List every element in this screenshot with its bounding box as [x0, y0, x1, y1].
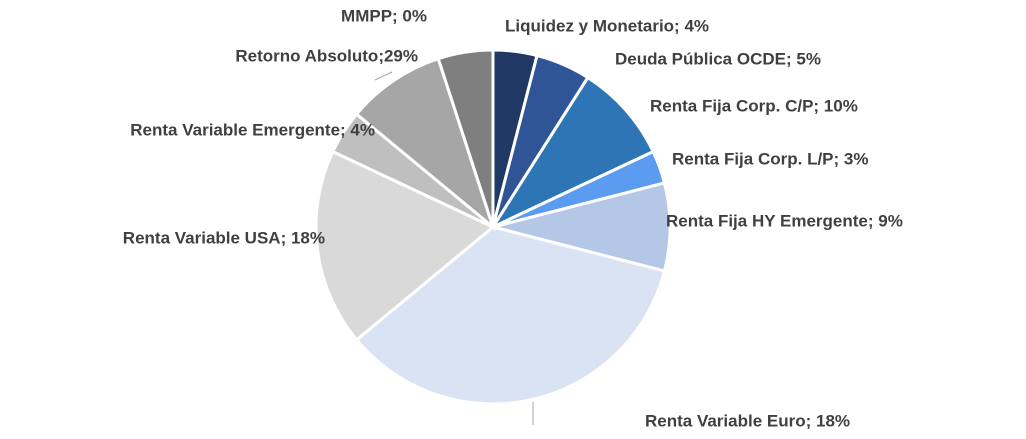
slice-label: Renta Fija Corp. C/P; 10%: [650, 96, 858, 115]
pie-slice: [354, 225, 667, 406]
slice-label: Retorno Absoluto;29%: [235, 46, 418, 65]
slice-label: Renta Variable Euro; 18%: [645, 411, 850, 430]
pie-slice: [492, 181, 672, 273]
slice-label: Renta Variable Emergente; 4%: [130, 120, 375, 139]
slice-label: MMPP; 0%: [341, 6, 427, 25]
slice-label: Renta Fija HY Emergente; 9%: [666, 211, 903, 230]
slice-label: Renta Variable USA; 18%: [123, 228, 325, 247]
pie-slice: [314, 149, 496, 342]
pie-slice: [436, 48, 495, 228]
slice-label: Liquidez y Monetario; 4%: [505, 16, 709, 35]
slice-label: Deuda Pública OCDE; 5%: [615, 49, 821, 68]
slice-label: Renta Fija Corp. L/P; 3%: [672, 149, 868, 168]
leader-line: [374, 71, 393, 81]
pie-slice: [354, 56, 497, 232]
pie-slice: [488, 75, 656, 231]
